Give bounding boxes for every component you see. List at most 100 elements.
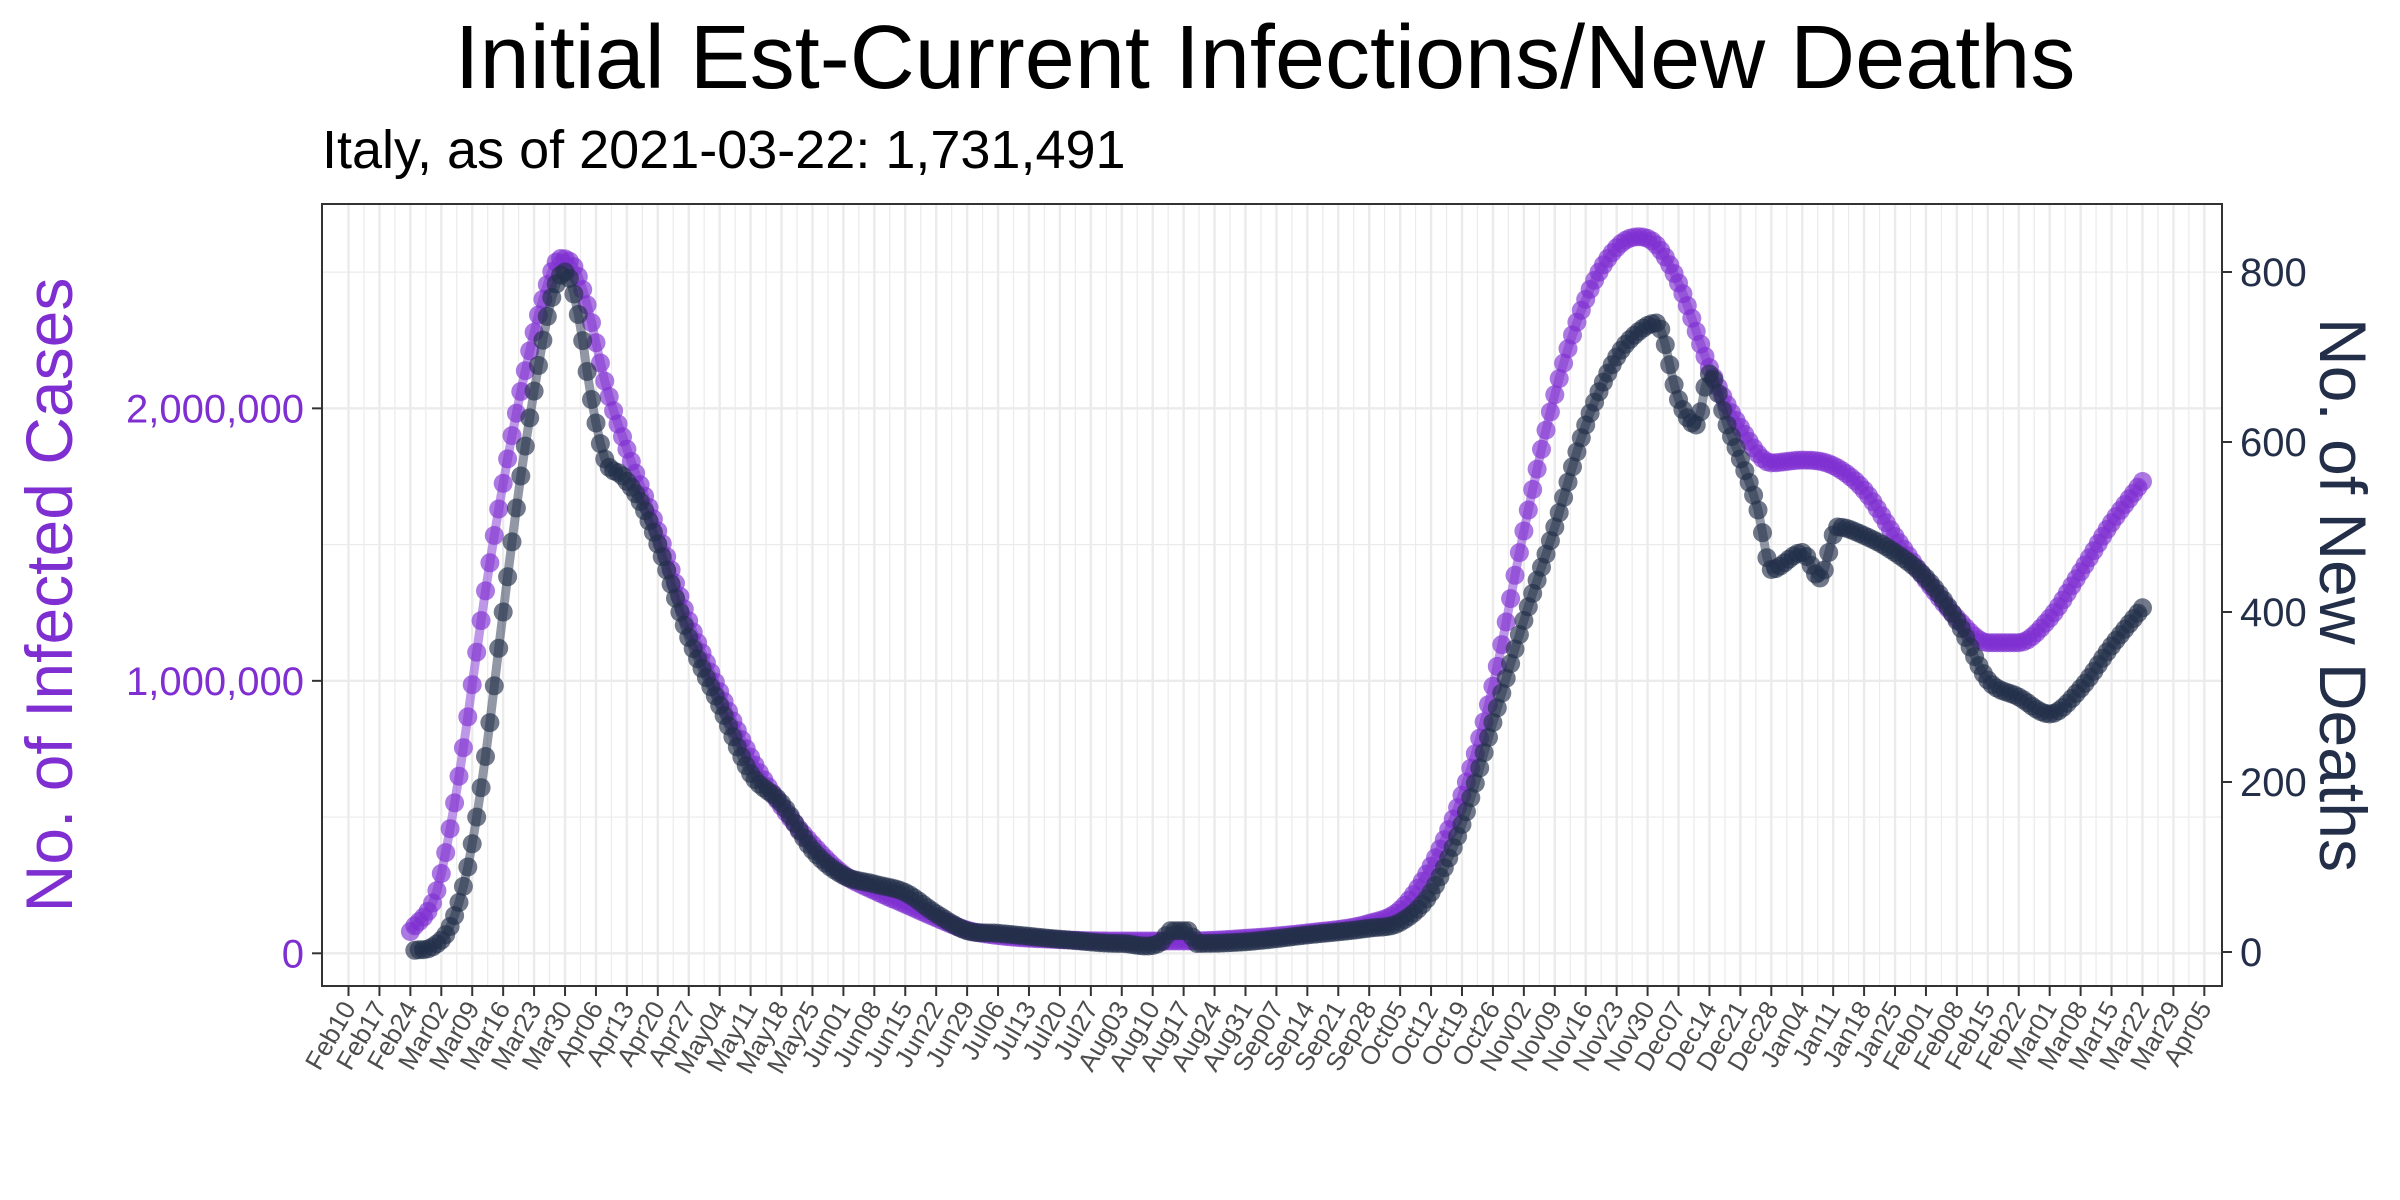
data-point-deaths — [1664, 375, 1684, 395]
data-point-deaths — [529, 356, 548, 375]
data-point-infected — [520, 341, 540, 361]
data-point-infected — [1549, 369, 1569, 389]
data-point-infected — [1532, 439, 1551, 459]
data-point-deaths — [1465, 773, 1485, 793]
data-point-deaths — [515, 436, 535, 456]
data-point-infected — [480, 553, 500, 573]
grid — [322, 204, 2222, 986]
right-tick-label: 800 — [2240, 251, 2307, 295]
data-point-infected — [1540, 402, 1560, 422]
left-tick-label: 0 — [282, 932, 304, 976]
series-deaths — [405, 262, 2152, 960]
data-point-deaths — [1814, 560, 1834, 580]
right-axis-title: No. of New Deaths — [2306, 318, 2380, 872]
data-point-infected — [431, 864, 451, 883]
data-point-infected — [502, 426, 522, 446]
left-tick-label: 2,000,000 — [126, 387, 304, 431]
data-point-deaths — [458, 857, 478, 877]
data-point-deaths — [520, 408, 540, 428]
data-point-deaths — [1748, 500, 1768, 520]
data-point-infected — [1501, 589, 1521, 609]
data-point-deaths — [1819, 543, 1839, 562]
data-point-deaths — [533, 330, 553, 350]
data-point-infected — [1514, 521, 1534, 541]
data-point-infected — [1536, 420, 1556, 440]
data-point-infected — [493, 473, 513, 493]
data-point-deaths — [511, 466, 531, 486]
data-point-infected — [471, 611, 491, 631]
data-point-deaths — [453, 876, 473, 896]
data-point-deaths — [467, 807, 487, 827]
data-point-infected — [1518, 500, 1538, 520]
data-point-deaths — [1545, 517, 1565, 537]
data-point-deaths — [1651, 319, 1671, 339]
data-point-deaths — [1505, 639, 1525, 659]
data-point-deaths — [2133, 598, 2152, 618]
data-point-infected — [498, 449, 518, 469]
data-point-deaths — [564, 284, 584, 304]
data-point-deaths — [1713, 400, 1733, 420]
data-point-deaths — [449, 892, 469, 912]
data-point-infected — [476, 581, 495, 601]
data-point-deaths — [1558, 472, 1578, 492]
data-point-deaths — [1753, 523, 1772, 543]
data-point-deaths — [590, 434, 610, 454]
right-axis: 0 200 400 600 800 — [2222, 251, 2307, 975]
left-axis-title: No. of Infected Cases — [12, 278, 86, 913]
data-point-infected — [1545, 385, 1565, 405]
data-point-deaths — [573, 331, 593, 351]
data-point-deaths — [498, 567, 518, 587]
data-point-deaths — [582, 390, 601, 409]
data-point-deaths — [1554, 488, 1574, 507]
plot-panel — [322, 204, 2222, 986]
data-point-infected — [595, 371, 615, 391]
data-point-deaths — [489, 638, 509, 658]
data-point-infected — [458, 707, 478, 727]
left-axis: 0 1,000,000 2,000,000 — [126, 387, 322, 976]
data-point-deaths — [577, 362, 597, 381]
data-point-infected — [440, 819, 460, 839]
data-point-infected — [1509, 543, 1529, 563]
data-point-deaths — [537, 307, 557, 326]
data-point-infected — [449, 766, 469, 786]
right-tick-label: 600 — [2240, 421, 2307, 465]
data-point-deaths — [586, 413, 606, 433]
data-point-infected — [511, 382, 531, 401]
right-tick-label: 400 — [2240, 591, 2307, 635]
data-point-infected — [489, 499, 509, 519]
data-point-deaths — [506, 498, 526, 518]
panel-border — [321, 203, 2223, 987]
x-axis: Feb10Feb17Feb24Mar02Mar09Mar16Mar23Mar30… — [299, 986, 2218, 1079]
data-point-deaths — [1496, 668, 1516, 688]
data-point-infected — [462, 675, 482, 695]
data-point-deaths — [1691, 402, 1711, 422]
data-point-deaths — [1479, 727, 1498, 747]
data-point-deaths — [471, 778, 491, 798]
data-point-deaths — [1492, 683, 1512, 703]
data-point-deaths — [1744, 485, 1764, 505]
data-point-deaths — [1655, 335, 1675, 355]
data-point-deaths — [1708, 384, 1728, 403]
data-point-infected — [1523, 480, 1543, 499]
data-point-infected — [1505, 565, 1525, 585]
left-tick-label: 1,000,000 — [126, 660, 304, 704]
data-point-deaths — [1660, 355, 1680, 375]
data-point-infected — [2133, 472, 2152, 491]
data-point-infected — [453, 738, 473, 758]
data-point-deaths — [1563, 457, 1582, 477]
data-point-infected — [445, 793, 465, 813]
data-point-deaths — [1470, 758, 1490, 778]
data-point-deaths — [568, 305, 588, 324]
data-point-infected — [1554, 353, 1574, 373]
data-point-deaths — [559, 268, 579, 288]
data-point-deaths — [476, 747, 495, 766]
data-point-deaths — [1501, 654, 1521, 674]
right-tick-label: 200 — [2240, 761, 2307, 805]
data-point-deaths — [1487, 698, 1507, 718]
data-point-infected — [427, 881, 447, 901]
series-layer — [400, 227, 2152, 960]
data-point-infected — [467, 642, 487, 662]
data-point-deaths — [484, 676, 504, 696]
data-point-infected — [1527, 459, 1547, 479]
